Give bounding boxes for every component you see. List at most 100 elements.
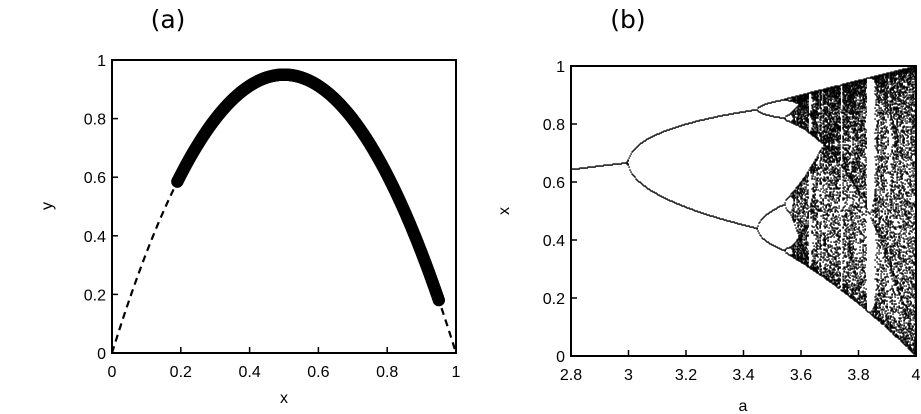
panel-b-point (620, 163, 622, 165)
panel-b-point (846, 161, 848, 163)
panel-b-point (823, 180, 825, 182)
panel-b-point (804, 255, 806, 257)
panel-b-point (831, 255, 833, 257)
panel-b-point (845, 231, 847, 233)
panel-b-point (740, 111, 742, 113)
panel-b-point (847, 265, 849, 267)
panel-b-point (842, 179, 844, 181)
panel-b-point (811, 128, 813, 130)
panel-b-point (846, 266, 848, 268)
panel-b-point (836, 134, 838, 136)
panel-b-point (822, 200, 824, 202)
panel-b-point (788, 114, 790, 116)
panel-b-point (686, 207, 688, 209)
panel-b-point (830, 218, 832, 220)
panel-b-point (815, 250, 817, 252)
panel-b-point (829, 111, 831, 113)
panel-b-point (803, 108, 805, 110)
panel-b-point (826, 268, 828, 270)
panel-b-point (850, 99, 852, 101)
panel-b-point (832, 87, 834, 89)
panel-b-point (842, 239, 844, 241)
panel-b-point (852, 292, 854, 294)
panel-b-point (813, 112, 815, 114)
panel-b-point (846, 101, 848, 103)
panel-b-point (803, 252, 805, 254)
panel-b-point (843, 186, 845, 188)
panel-b-point (654, 134, 656, 136)
panel-b-point (845, 281, 847, 283)
panel-b-point (805, 229, 807, 231)
panel-b-point (842, 87, 844, 89)
panel-b-point (822, 163, 824, 165)
panel-b-point (812, 173, 814, 175)
panel-b-point (845, 271, 847, 273)
panel-b-point (803, 192, 805, 194)
panel-b-point (823, 243, 825, 245)
panel-b-point (838, 99, 840, 101)
panel-b-point (824, 102, 826, 104)
panel-b-point (818, 168, 820, 170)
panel-b-point (837, 103, 839, 105)
panel-b-point (824, 156, 826, 158)
panel-b-point (833, 179, 835, 181)
panel-b-point (804, 100, 806, 102)
panel-b-point (852, 131, 854, 133)
panel-b-point (840, 164, 842, 166)
panel-b-point (835, 199, 837, 201)
panel-b-point (832, 128, 834, 130)
panel-b-point (844, 289, 846, 291)
panel-b-point (845, 293, 847, 295)
panel-b-point (812, 217, 814, 219)
panel-b-point (732, 221, 734, 223)
panel-b-point (830, 281, 832, 283)
panel-b-point (813, 116, 815, 118)
panel-b-point (824, 271, 826, 273)
panel-b-point (836, 89, 838, 91)
panel-b-point (848, 88, 850, 90)
panel-b-point (823, 233, 825, 235)
panel-b-point (835, 100, 837, 102)
panel-b-point (611, 164, 613, 166)
panel-b-point (822, 150, 824, 152)
panel-b-point (844, 170, 846, 172)
panel-b-point (820, 232, 822, 234)
panel-b-point (800, 220, 802, 222)
panel-b-point (639, 181, 641, 183)
panel-b-point (826, 91, 828, 93)
panel-b-point (817, 102, 819, 104)
panel-b-point (791, 216, 793, 218)
panel-b-point (829, 91, 831, 93)
panel-b-point (815, 225, 817, 227)
panel-b-point (820, 188, 822, 190)
panel-b-point (797, 192, 799, 194)
panel-b-point (801, 191, 803, 193)
panel-b-point (815, 262, 817, 264)
panel-b-point (838, 128, 840, 130)
panel-b-point (804, 99, 806, 101)
panel-b-point (825, 190, 827, 192)
panel-b-point (635, 178, 637, 180)
panel-b-point (812, 211, 814, 213)
panel-b-point (845, 215, 847, 217)
panel-b-point (811, 91, 813, 93)
panel-b-point (835, 108, 837, 110)
panel-b-point (842, 124, 844, 126)
panel-b-point (830, 117, 832, 119)
panel-b-point (850, 211, 852, 213)
panel-b-point (837, 101, 839, 103)
panel-b-point (598, 165, 600, 167)
panel-b-point (820, 89, 822, 91)
panel-b-point (800, 188, 802, 190)
panel-b-point (829, 132, 831, 134)
panel-b-point (806, 201, 808, 203)
panel-b-point (835, 109, 837, 111)
panel-b-point (813, 169, 815, 171)
panel-b-point (805, 102, 807, 104)
panel-b-point (815, 263, 817, 265)
panel-b-point (799, 191, 801, 193)
panel-a-x-tick-label: 1 (452, 364, 461, 381)
panel-b-point (827, 186, 829, 188)
panel-b-point (804, 112, 806, 114)
panel-b-point (815, 104, 817, 106)
